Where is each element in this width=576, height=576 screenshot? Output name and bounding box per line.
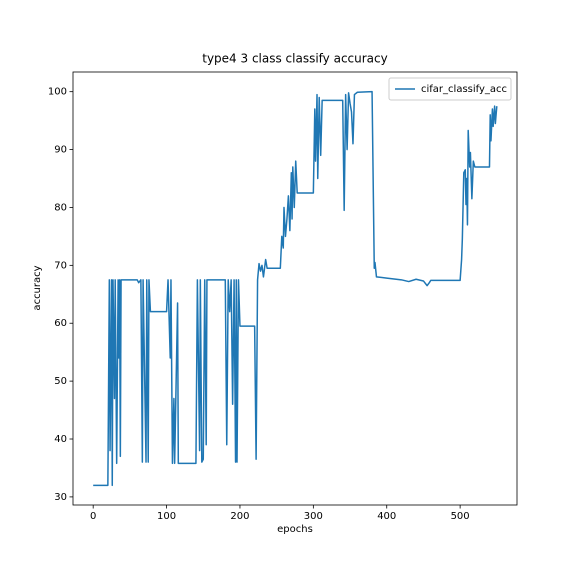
x-tick-label: 400: [377, 511, 396, 522]
y-tick-label: 40: [54, 434, 67, 445]
y-tick-label: 70: [54, 260, 67, 271]
y-tick-label: 80: [54, 202, 67, 213]
line-series: [93, 90, 498, 487]
x-axis-label: epochs: [277, 524, 313, 535]
y-tick-label: 30: [54, 492, 67, 503]
legend-label: cifar_classify_acc: [421, 84, 507, 95]
x-tick-label: 200: [230, 511, 249, 522]
chart-title: type4 3 class classify accuracy: [202, 52, 388, 66]
y-tick-label: 60: [54, 318, 67, 329]
x-tick-label: 100: [157, 511, 176, 522]
y-tick-label: 50: [54, 376, 67, 387]
legend-box: [388, 77, 512, 101]
x-tick-label: 500: [451, 511, 470, 522]
axes-frame: [72, 71, 518, 506]
y-tick-label: 100: [48, 87, 67, 98]
x-tick-label: 0: [90, 511, 96, 522]
y-axis-label: accuracy: [32, 265, 43, 310]
x-tick-label: 300: [304, 511, 323, 522]
y-tick-label: 90: [54, 145, 67, 156]
